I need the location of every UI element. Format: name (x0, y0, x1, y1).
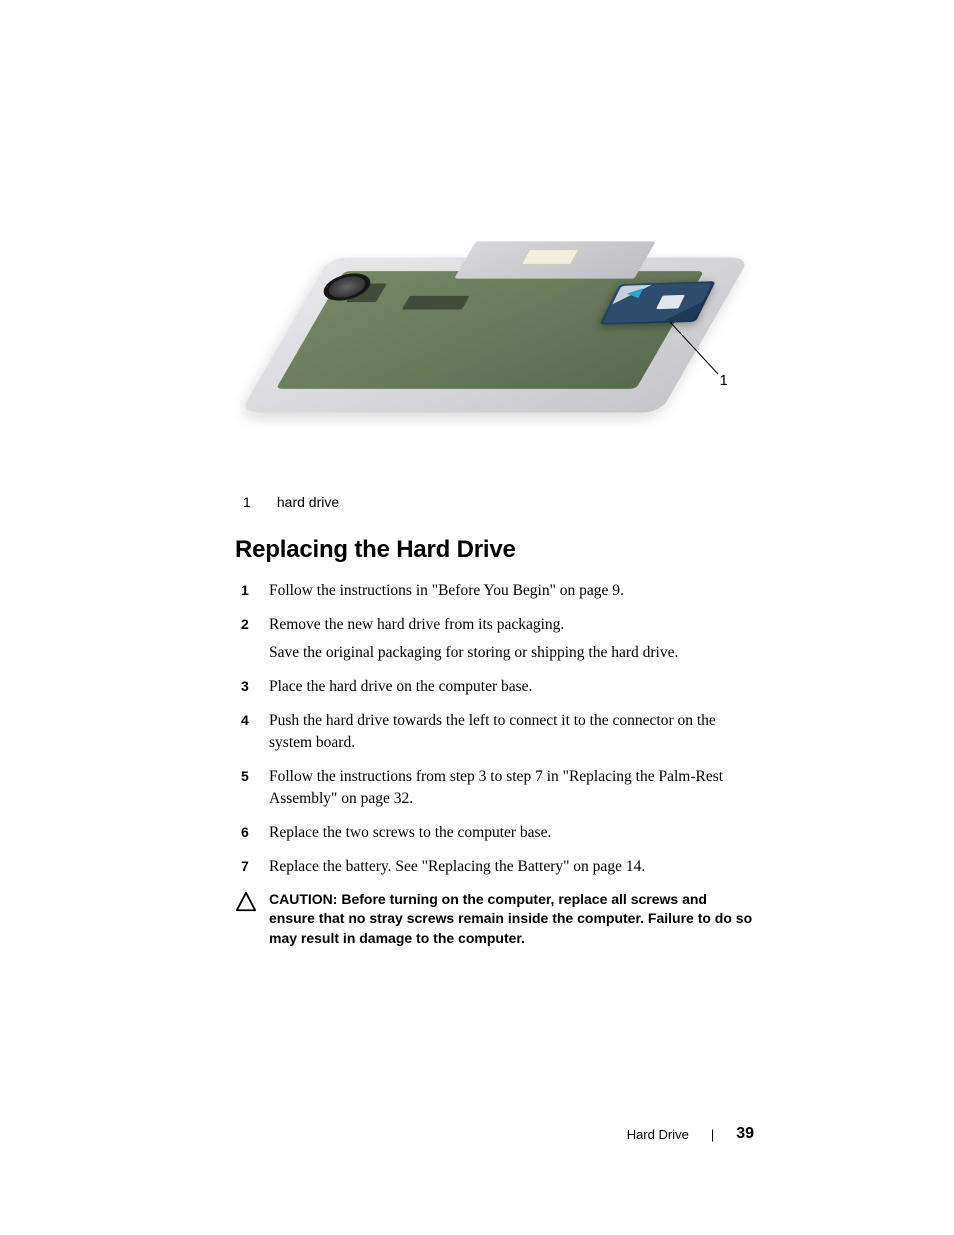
footer-section: Hard Drive (627, 1127, 689, 1142)
step-text: Remove the new hard drive from its packa… (269, 616, 564, 633)
step-item: Replace the two screws to the computer b… (235, 822, 754, 844)
step-text: Push the hard drive towards the left to … (269, 712, 716, 751)
step-text: Place the hard drive on the computer bas… (269, 678, 532, 695)
caution-text: CAUTION: Before turning on the computer,… (269, 890, 754, 948)
caution-label: CAUTION: (269, 891, 341, 907)
steps-list: Follow the instructions in "Before You B… (235, 580, 754, 878)
step-text: Replace the two screws to the computer b… (269, 824, 551, 841)
caution-block: CAUTION: Before turning on the computer,… (235, 890, 754, 948)
caution-icon (235, 891, 257, 913)
caution-body: Before turning on the computer, replace … (269, 891, 752, 946)
figure: 1 1 hard drive (235, 150, 754, 510)
direction-arrow-icon (624, 288, 643, 298)
hard-drive-top-shape (603, 283, 712, 323)
step-item: Remove the new hard drive from its packa… (235, 614, 754, 664)
callout-number: 1 (720, 372, 728, 389)
step-item: Place the hard drive on the computer bas… (235, 676, 754, 698)
hard-drive-label-shape (656, 295, 685, 309)
step-item: Push the hard drive towards the left to … (235, 710, 754, 754)
legend-label: hard drive (277, 494, 339, 510)
figure-illustration: 1 (265, 150, 725, 470)
figure-legend: 1 hard drive (235, 494, 754, 510)
step-item: Follow the instructions from step 3 to s… (235, 766, 754, 810)
optical-drive-label-shape (520, 250, 579, 265)
legend-number: 1 (243, 494, 273, 510)
step-text: Follow the instructions in "Before You B… (269, 582, 624, 599)
page: 1 1 hard drive Replacing the Hard Drive … (0, 0, 954, 1235)
step-item: Replace the battery. See "Replacing the … (235, 856, 754, 878)
section-heading: Replacing the Hard Drive (235, 536, 754, 564)
step-text: Replace the battery. See "Replacing the … (269, 858, 645, 875)
step-item: Follow the instructions in "Before You B… (235, 580, 754, 602)
step-subtext: Save the original packaging for storing … (269, 642, 754, 664)
footer-page-number: 39 (736, 1125, 754, 1143)
step-text: Follow the instructions from step 3 to s… (269, 768, 723, 807)
footer-separator: | (711, 1127, 714, 1142)
page-footer: Hard Drive | 39 (627, 1125, 754, 1143)
